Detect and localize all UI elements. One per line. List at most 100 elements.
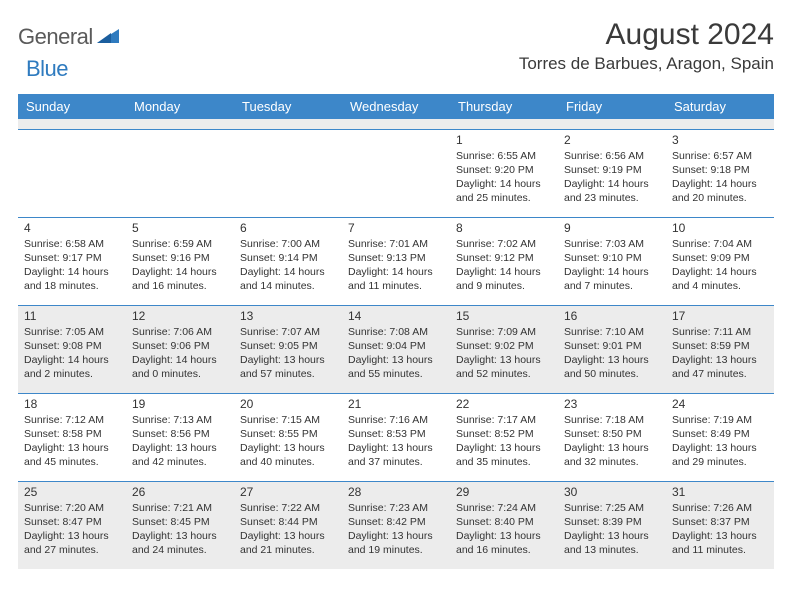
day-info: Sunrise: 7:15 AMSunset: 8:55 PMDaylight:…	[240, 413, 338, 470]
day-cell: 22 Sunrise: 7:17 AMSunset: 8:52 PMDayligh…	[450, 393, 558, 481]
logo-word2: Blue	[26, 56, 68, 82]
day-cell: 5Sunrise: 6:59 AMSunset: 9:16 PMDaylight…	[126, 217, 234, 305]
day-info: Sunrise: 6:59 AMSunset: 9:16 PMDaylight:…	[132, 237, 230, 294]
day-info: Sunrise: 7:21 AMSunset: 8:45 PMDaylight:…	[132, 501, 230, 558]
day-number: 10	[672, 221, 770, 235]
day-info: Sunrise: 7:13 AMSunset: 8:56 PMDaylight:…	[132, 413, 230, 470]
day-info: Sunrise: 7:24 AMSunset: 8:40 PMDaylight:…	[456, 501, 554, 558]
dow-wednesday: Wednesday	[342, 94, 450, 119]
day-info: Sunrise: 7:08 AMSunset: 9:04 PMDaylight:…	[348, 325, 446, 382]
day-info: Sunrise: 7:11 AMSunset: 8:59 PMDaylight:…	[672, 325, 770, 382]
day-cell: 13Sunrise: 7:07 AMSunset: 9:05 PMDayligh…	[234, 305, 342, 393]
day-cell: 14 Sunrise: 7:08 AMSunset: 9:04 PMDayligh…	[342, 305, 450, 393]
day-info: Sunrise: 7:09 AMSunset: 9:02 PMDaylight:…	[456, 325, 554, 382]
dow-thursday: Thursday	[450, 94, 558, 119]
day-cell: 7Sunrise: 7:01 AMSunset: 9:13 PMDaylight…	[342, 217, 450, 305]
day-cell: 19 Sunrise: 7:13 AMSunset: 8:56 PMDayligh…	[126, 393, 234, 481]
day-number: 8	[456, 221, 554, 235]
day-cell: 17Sunrise: 7:11 AMSunset: 8:59 PMDayligh…	[666, 305, 774, 393]
dow-row: Sunday Monday Tuesday Wednesday Thursday…	[18, 94, 774, 119]
day-cell: 16Sunrise: 7:10 AMSunset: 9:01 PMDayligh…	[558, 305, 666, 393]
month-title: August 2024	[519, 18, 774, 52]
day-number: 26	[132, 485, 230, 499]
day-info: Sunrise: 6:55 AMSunset: 9:20 PMDaylight:…	[456, 149, 554, 206]
day-info: Sunrise: 6:56 AMSunset: 9:19 PMDaylight:…	[564, 149, 662, 206]
day-info: Sunrise: 7:20 AMSunset: 8:47 PMDaylight:…	[24, 501, 122, 558]
day-info: Sunrise: 7:10 AMSunset: 9:01 PMDaylight:…	[564, 325, 662, 382]
day-number: 24	[672, 397, 770, 411]
day-cell: 18Sunrise: 7:12 AMSunset: 8:58 PMDayligh…	[18, 393, 126, 481]
calendar-table: Sunday Monday Tuesday Wednesday Thursday…	[18, 94, 774, 569]
day-cell: 9 Sunrise: 7:03 AMSunset: 9:10 PMDaylight…	[558, 217, 666, 305]
day-cell: 27 Sunrise: 7:22 AMSunset: 8:44 PMDayligh…	[234, 481, 342, 569]
day-cell: 1 Sunrise: 6:55 AMSunset: 9:20 PMDaylight…	[450, 129, 558, 217]
day-cell: 26 Sunrise: 7:21 AMSunset: 8:45 PMDayligh…	[126, 481, 234, 569]
logo-triangle-icon	[97, 27, 119, 48]
day-number: 22	[456, 397, 554, 411]
day-info: Sunrise: 7:04 AMSunset: 9:09 PMDaylight:…	[672, 237, 770, 294]
day-cell: 29 Sunrise: 7:24 AMSunset: 8:40 PMDayligh…	[450, 481, 558, 569]
week-row: 25 Sunrise: 7:20 AMSunset: 8:47 PMDayligh…	[18, 481, 774, 569]
day-info: Sunrise: 6:57 AMSunset: 9:18 PMDaylight:…	[672, 149, 770, 206]
day-number: 19	[132, 397, 230, 411]
day-cell	[126, 129, 234, 217]
day-cell: 15 Sunrise: 7:09 AMSunset: 9:02 PMDayligh…	[450, 305, 558, 393]
day-number: 18	[24, 397, 122, 411]
day-info: Sunrise: 7:00 AMSunset: 9:14 PMDaylight:…	[240, 237, 338, 294]
day-number: 20	[240, 397, 338, 411]
title-block: August 2024 Torres de Barbues, Aragon, S…	[519, 18, 774, 74]
day-number: 6	[240, 221, 338, 235]
day-info: Sunrise: 7:01 AMSunset: 9:13 PMDaylight:…	[348, 237, 446, 294]
day-number: 30	[564, 485, 662, 499]
day-number: 25	[24, 485, 122, 499]
day-cell: 30 Sunrise: 7:25 AMSunset: 8:39 PMDayligh…	[558, 481, 666, 569]
day-number: 29	[456, 485, 554, 499]
day-cell: 4Sunrise: 6:58 AMSunset: 9:17 PMDaylight…	[18, 217, 126, 305]
day-info: Sunrise: 7:16 AMSunset: 8:53 PMDaylight:…	[348, 413, 446, 470]
day-cell: 28Sunrise: 7:23 AMSunset: 8:42 PMDayligh…	[342, 481, 450, 569]
week-row: 4Sunrise: 6:58 AMSunset: 9:17 PMDaylight…	[18, 217, 774, 305]
week-row: 11 Sunrise: 7:05 AMSunset: 9:08 PMDayligh…	[18, 305, 774, 393]
day-number: 23	[564, 397, 662, 411]
day-cell: 31Sunrise: 7:26 AMSunset: 8:37 PMDayligh…	[666, 481, 774, 569]
dow-saturday: Saturday	[666, 94, 774, 119]
day-cell: 6 Sunrise: 7:00 AMSunset: 9:14 PMDaylight…	[234, 217, 342, 305]
dow-tuesday: Tuesday	[234, 94, 342, 119]
logo: General	[18, 18, 121, 50]
day-info: Sunrise: 7:17 AMSunset: 8:52 PMDaylight:…	[456, 413, 554, 470]
day-cell: 12 Sunrise: 7:06 AMSunset: 9:06 PMDayligh…	[126, 305, 234, 393]
day-cell: 2 Sunrise: 6:56 AMSunset: 9:19 PMDaylight…	[558, 129, 666, 217]
day-info: Sunrise: 7:19 AMSunset: 8:49 PMDaylight:…	[672, 413, 770, 470]
day-number: 15	[456, 309, 554, 323]
day-cell: 24 Sunrise: 7:19 AMSunset: 8:49 PMDayligh…	[666, 393, 774, 481]
day-cell: 11 Sunrise: 7:05 AMSunset: 9:08 PMDayligh…	[18, 305, 126, 393]
day-cell: 10 Sunrise: 7:04 AMSunset: 9:09 PMDayligh…	[666, 217, 774, 305]
dow-monday: Monday	[126, 94, 234, 119]
day-number: 2	[564, 133, 662, 147]
week-row: 18Sunrise: 7:12 AMSunset: 8:58 PMDayligh…	[18, 393, 774, 481]
day-info: Sunrise: 7:02 AMSunset: 9:12 PMDaylight:…	[456, 237, 554, 294]
dow-friday: Friday	[558, 94, 666, 119]
day-number: 14	[348, 309, 446, 323]
day-info: Sunrise: 7:03 AMSunset: 9:10 PMDaylight:…	[564, 237, 662, 294]
day-cell	[18, 129, 126, 217]
day-cell: 20 Sunrise: 7:15 AMSunset: 8:55 PMDayligh…	[234, 393, 342, 481]
weeks-body: 1 Sunrise: 6:55 AMSunset: 9:20 PMDaylight…	[18, 129, 774, 569]
day-number: 27	[240, 485, 338, 499]
day-number: 11	[24, 309, 122, 323]
day-number: 1	[456, 133, 554, 147]
day-info: Sunrise: 7:22 AMSunset: 8:44 PMDaylight:…	[240, 501, 338, 558]
day-info: Sunrise: 7:25 AMSunset: 8:39 PMDaylight:…	[564, 501, 662, 558]
day-cell	[342, 129, 450, 217]
logo-word1: General	[18, 24, 93, 50]
day-number: 12	[132, 309, 230, 323]
week-row: 1 Sunrise: 6:55 AMSunset: 9:20 PMDaylight…	[18, 129, 774, 217]
day-info: Sunrise: 7:05 AMSunset: 9:08 PMDaylight:…	[24, 325, 122, 382]
day-number: 4	[24, 221, 122, 235]
day-number: 9	[564, 221, 662, 235]
location: Torres de Barbues, Aragon, Spain	[519, 54, 774, 74]
day-cell: 25 Sunrise: 7:20 AMSunset: 8:47 PMDayligh…	[18, 481, 126, 569]
day-info: Sunrise: 7:06 AMSunset: 9:06 PMDaylight:…	[132, 325, 230, 382]
day-cell: 8 Sunrise: 7:02 AMSunset: 9:12 PMDaylight…	[450, 217, 558, 305]
day-number: 21	[348, 397, 446, 411]
